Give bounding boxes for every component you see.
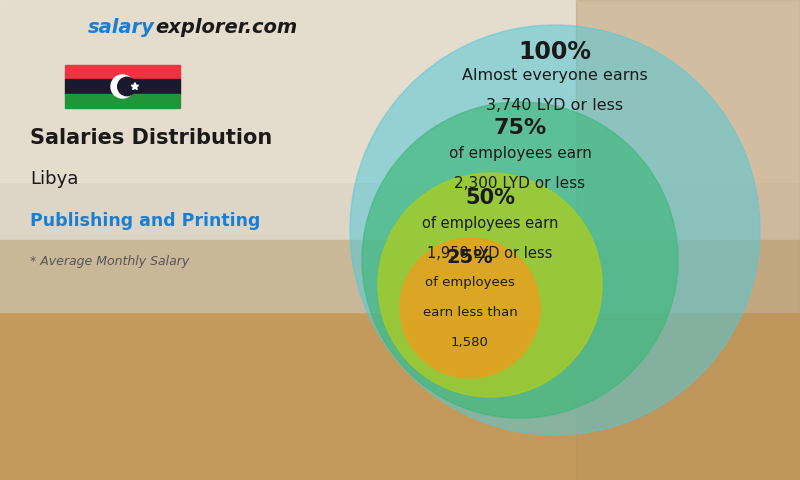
Bar: [0, 264, 800, 480]
Text: 25%: 25%: [446, 248, 494, 267]
Polygon shape: [131, 83, 138, 90]
Circle shape: [350, 25, 760, 435]
Text: earn less than: earn less than: [422, 306, 518, 319]
Circle shape: [362, 102, 678, 418]
Text: Salaries Distribution: Salaries Distribution: [30, 128, 272, 148]
Text: 100%: 100%: [518, 40, 591, 64]
Circle shape: [378, 173, 602, 397]
Text: 3,740 LYD or less: 3,740 LYD or less: [486, 98, 623, 113]
Bar: [576, 0, 800, 480]
Text: Publishing and Printing: Publishing and Printing: [30, 212, 260, 230]
Text: of employees earn: of employees earn: [422, 216, 558, 231]
Text: of employees: of employees: [425, 276, 515, 289]
Bar: [0, 240, 800, 312]
Bar: [65, 65, 180, 79]
Circle shape: [118, 77, 136, 96]
Bar: [65, 94, 180, 108]
Text: 1,580: 1,580: [451, 336, 489, 349]
Text: * Average Monthly Salary: * Average Monthly Salary: [30, 255, 190, 268]
Text: 50%: 50%: [465, 188, 515, 208]
Text: 2,300 LYD or less: 2,300 LYD or less: [454, 176, 586, 191]
Circle shape: [400, 238, 540, 378]
Text: 1,950 LYD or less: 1,950 LYD or less: [427, 246, 553, 261]
Text: salary: salary: [88, 18, 155, 37]
Text: 75%: 75%: [494, 118, 546, 138]
Text: explorer.com: explorer.com: [155, 18, 298, 37]
Bar: [65, 79, 180, 94]
Text: of employees earn: of employees earn: [449, 146, 591, 161]
Text: Almost everyone earns: Almost everyone earns: [462, 68, 648, 83]
Bar: [0, 0, 800, 182]
Circle shape: [111, 75, 134, 98]
Text: Libya: Libya: [30, 170, 78, 188]
Bar: [0, 0, 800, 264]
